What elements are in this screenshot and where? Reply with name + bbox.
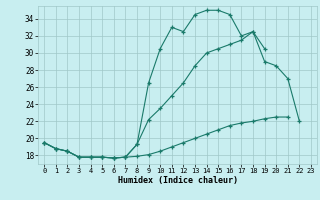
X-axis label: Humidex (Indice chaleur): Humidex (Indice chaleur) [118,176,238,185]
